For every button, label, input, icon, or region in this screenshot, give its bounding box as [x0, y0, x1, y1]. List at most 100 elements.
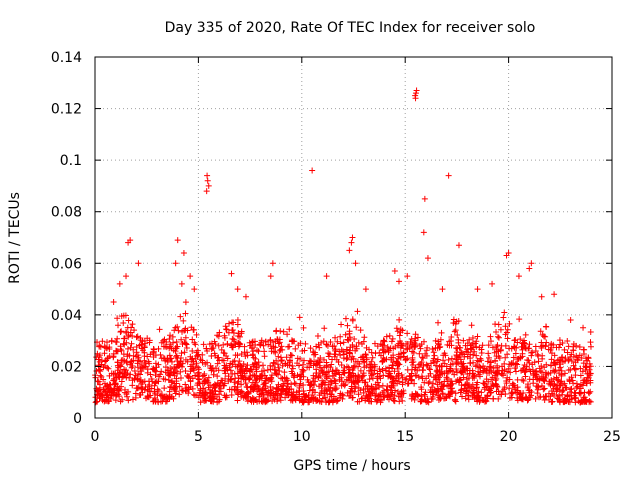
data-point — [229, 344, 236, 351]
data-points — [92, 87, 594, 406]
data-point — [561, 370, 568, 377]
data-point — [409, 354, 416, 361]
data-point — [449, 388, 456, 395]
data-point — [246, 368, 253, 375]
data-point — [267, 387, 274, 394]
data-point — [324, 375, 331, 382]
data-point — [106, 398, 113, 405]
x-tick-label: 15 — [396, 429, 414, 445]
data-point — [133, 385, 140, 392]
data-point — [517, 336, 524, 343]
data-point — [93, 354, 100, 361]
data-point — [241, 343, 248, 350]
data-point — [253, 379, 260, 386]
data-point — [160, 343, 167, 350]
data-point — [355, 339, 362, 346]
data-point — [267, 392, 274, 399]
data-point — [476, 364, 483, 371]
data-point — [146, 388, 153, 395]
data-point — [458, 382, 465, 389]
data-point — [314, 333, 321, 340]
data-point — [270, 359, 277, 366]
data-point — [361, 334, 368, 341]
data-point — [351, 336, 358, 342]
data-point — [516, 316, 523, 323]
data-point — [460, 369, 467, 376]
data-point — [249, 345, 256, 352]
data-point — [465, 392, 472, 399]
data-point — [191, 286, 198, 293]
data-point — [539, 331, 546, 338]
data-point — [113, 391, 120, 398]
data-point — [215, 354, 222, 361]
data-point — [455, 339, 462, 346]
data-point — [144, 335, 151, 342]
data-point — [306, 360, 313, 367]
data-point — [419, 354, 426, 361]
data-point — [209, 387, 216, 394]
data-point — [327, 391, 334, 398]
data-point — [550, 375, 557, 382]
data-point — [379, 367, 386, 374]
data-point — [325, 353, 332, 360]
data-point — [332, 386, 339, 393]
data-point — [568, 357, 575, 364]
data-point — [252, 382, 259, 389]
data-point — [337, 333, 344, 340]
data-point — [443, 374, 450, 381]
data-point — [366, 376, 373, 383]
data-point — [563, 398, 570, 405]
data-point — [402, 356, 409, 363]
data-point — [446, 338, 453, 345]
data-point — [553, 374, 560, 381]
data-point — [277, 346, 284, 353]
data-point — [161, 385, 168, 392]
data-point — [228, 375, 235, 382]
data-point — [518, 367, 525, 374]
data-point — [533, 383, 540, 390]
data-point — [179, 387, 186, 394]
data-point — [153, 364, 160, 371]
data-point — [110, 298, 117, 305]
x-tick-labels: 0 5 10 15 20 25 — [91, 429, 621, 445]
data-point — [358, 375, 365, 382]
data-point — [519, 376, 526, 383]
data-point — [205, 374, 212, 381]
data-point — [455, 242, 462, 249]
data-point — [405, 380, 412, 387]
data-point — [558, 371, 565, 378]
data-point — [336, 394, 343, 401]
data-point — [413, 373, 420, 380]
data-point — [430, 380, 437, 387]
data-point — [196, 389, 203, 396]
data-point — [443, 363, 450, 370]
data-point — [272, 370, 279, 377]
data-point — [583, 378, 590, 385]
data-point — [444, 382, 451, 389]
data-point — [553, 344, 560, 351]
data-point — [408, 377, 415, 384]
data-point — [464, 365, 471, 372]
data-point — [420, 229, 427, 236]
data-point — [480, 363, 487, 370]
data-point — [182, 367, 189, 374]
data-point — [292, 394, 299, 401]
data-point — [577, 399, 584, 406]
data-point — [275, 386, 282, 393]
data-point — [486, 370, 493, 377]
data-point — [265, 397, 272, 404]
data-point — [96, 384, 103, 391]
data-point — [561, 358, 568, 365]
data-point — [133, 334, 140, 341]
data-point — [409, 362, 416, 369]
data-point — [238, 388, 245, 395]
data-point — [322, 371, 329, 378]
data-point — [524, 383, 531, 390]
data-point — [119, 396, 126, 403]
data-point — [248, 388, 255, 395]
data-point — [566, 378, 573, 385]
data-point — [567, 317, 574, 324]
data-point — [129, 377, 136, 384]
data-point — [561, 380, 568, 387]
data-point — [463, 348, 470, 355]
